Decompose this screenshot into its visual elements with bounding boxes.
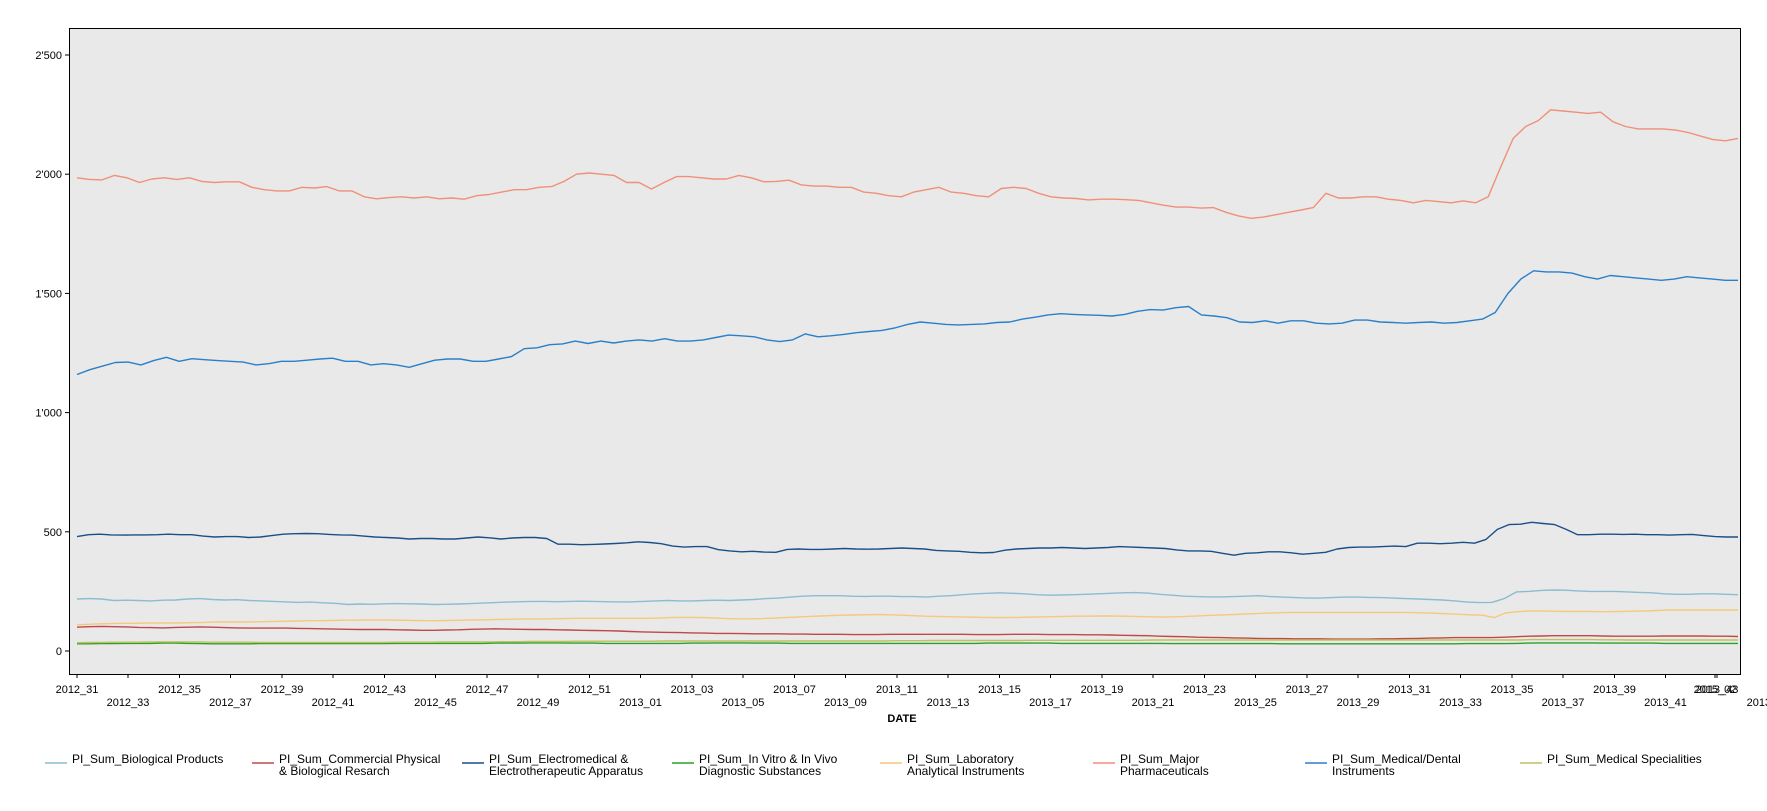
series-lines xyxy=(76,109,1739,645)
x-tick-label: 2012_31 xyxy=(56,684,99,696)
series-line-2 xyxy=(76,521,1738,556)
y-tick-label: 0 xyxy=(56,646,62,658)
legend-label: PI_Sum_In Vitro & In Vivo xyxy=(699,752,838,766)
x-tick-label: 2013_33 xyxy=(1439,697,1482,709)
y-tick-label: 1'000 xyxy=(35,408,62,420)
legend-label: PI_Sum_Commercial Physical xyxy=(279,752,440,766)
x-tick-label: 2012_47 xyxy=(466,684,509,696)
legend-label: PI_Sum_Medical/Dental xyxy=(1332,752,1461,766)
series-line-0 xyxy=(76,589,1739,606)
x-tick-label: 2013_21 xyxy=(1132,697,1175,709)
plot-background xyxy=(69,28,1741,675)
legend-label: Analytical Instruments xyxy=(907,764,1024,778)
series-line-7 xyxy=(76,638,1738,644)
series-line-6 xyxy=(76,270,1738,376)
x-tick-label: 2013_13 xyxy=(927,697,970,709)
x-tick-label: 2015_02 xyxy=(1694,684,1737,696)
legend-label: Diagnostic Substances xyxy=(699,764,821,778)
x-tick-label: 2013_01 xyxy=(619,697,662,709)
x-tick-label: 2013_39 xyxy=(1593,684,1636,696)
x-tick-label: 2013_07 xyxy=(773,684,816,696)
x-tick-label: 2013_31 xyxy=(1388,684,1431,696)
x-tick-label: 2012_41 xyxy=(312,697,355,709)
legend-label: Electrotherapeutic Apparatus xyxy=(489,764,643,778)
x-tick-label: 2012_35 xyxy=(158,684,201,696)
y-tick-label: 1'500 xyxy=(35,288,62,300)
x-tick-label: 2013_09 xyxy=(824,697,867,709)
x-tick-label: 2013_27 xyxy=(1286,684,1329,696)
x-tick-label: 2012_43 xyxy=(363,684,406,696)
legend-label: PI_Sum_Laboratory xyxy=(907,752,1014,766)
legend-label: Instruments xyxy=(1332,764,1395,778)
x-tick-label: 2013_41 xyxy=(1644,697,1687,709)
series-line-5 xyxy=(76,109,1739,220)
x-axis-title: DATE xyxy=(887,713,916,725)
legend-item: PI_Sum_Medical Specialities xyxy=(1520,752,1702,766)
x-tick-label: 2013_11 xyxy=(876,684,918,696)
y-tick-label: 2'500 xyxy=(35,50,62,62)
x-tick-label: 2013_35 xyxy=(1491,684,1534,696)
legend-item: PI_Sum_Biological Products xyxy=(45,752,223,766)
series-line-3 xyxy=(77,642,1738,645)
legend-label: Pharmaceuticals xyxy=(1120,764,1209,778)
x-tick-label: 2013_23 xyxy=(1183,684,1226,696)
series-line-1 xyxy=(76,625,1739,640)
x-tick-label: 2012_33 xyxy=(107,697,150,709)
y-tick-label: 500 xyxy=(44,527,62,539)
legend-label: PI_Sum_Medical Specialities xyxy=(1547,752,1702,766)
series-line-4 xyxy=(76,609,1738,626)
y-tick-label: 2'000 xyxy=(35,169,62,181)
x-tick-label: 2012_49 xyxy=(517,697,560,709)
x-tick-label: 2012_37 xyxy=(209,697,252,709)
x-tick-label: 2012_45 xyxy=(414,697,457,709)
legend: PI_Sum_Biological Products PI_Sum_Commerc… xyxy=(45,752,1702,778)
x-tick-label: 2013_25 xyxy=(1234,697,1277,709)
x-tick-label: 2013_29 xyxy=(1337,697,1380,709)
x-axis: 2012_31 2012_35 2012_39 2012_43 2012_47 2012_… xyxy=(56,674,1767,709)
x-tick-label: 2013_45 xyxy=(1747,697,1767,709)
x-tick-label: 2013_05 xyxy=(722,697,765,709)
x-tick-label: 2013_03 xyxy=(671,684,714,696)
legend-label: PI_Sum_Electromedical & xyxy=(489,752,628,766)
y-axis: 0 500 1'000 1'500 2'000 2'500 xyxy=(35,50,70,658)
x-tick-label: 2013_37 xyxy=(1542,697,1585,709)
x-tick-label: 2012_39 xyxy=(261,684,304,696)
legend-label: PI_Sum_Major xyxy=(1120,752,1199,766)
legend-item: PI_Sum_Electromedical &Electrotherapeuti… xyxy=(462,752,643,778)
x-tick-label: 2013_19 xyxy=(1081,684,1124,696)
legend-label: PI_Sum_Biological Products xyxy=(72,752,223,766)
x-tick-label: 2013_43 xyxy=(1696,684,1739,696)
x-tick-label: 2013_15 xyxy=(978,684,1021,696)
legend-item: PI_Sum_Commercial Physical& Biological R… xyxy=(252,752,440,778)
x-tick-label: 2013_17 xyxy=(1029,697,1072,709)
legend-label: & Biological Resarch xyxy=(279,764,390,778)
x-tick-label: 2012_51 xyxy=(568,684,611,696)
